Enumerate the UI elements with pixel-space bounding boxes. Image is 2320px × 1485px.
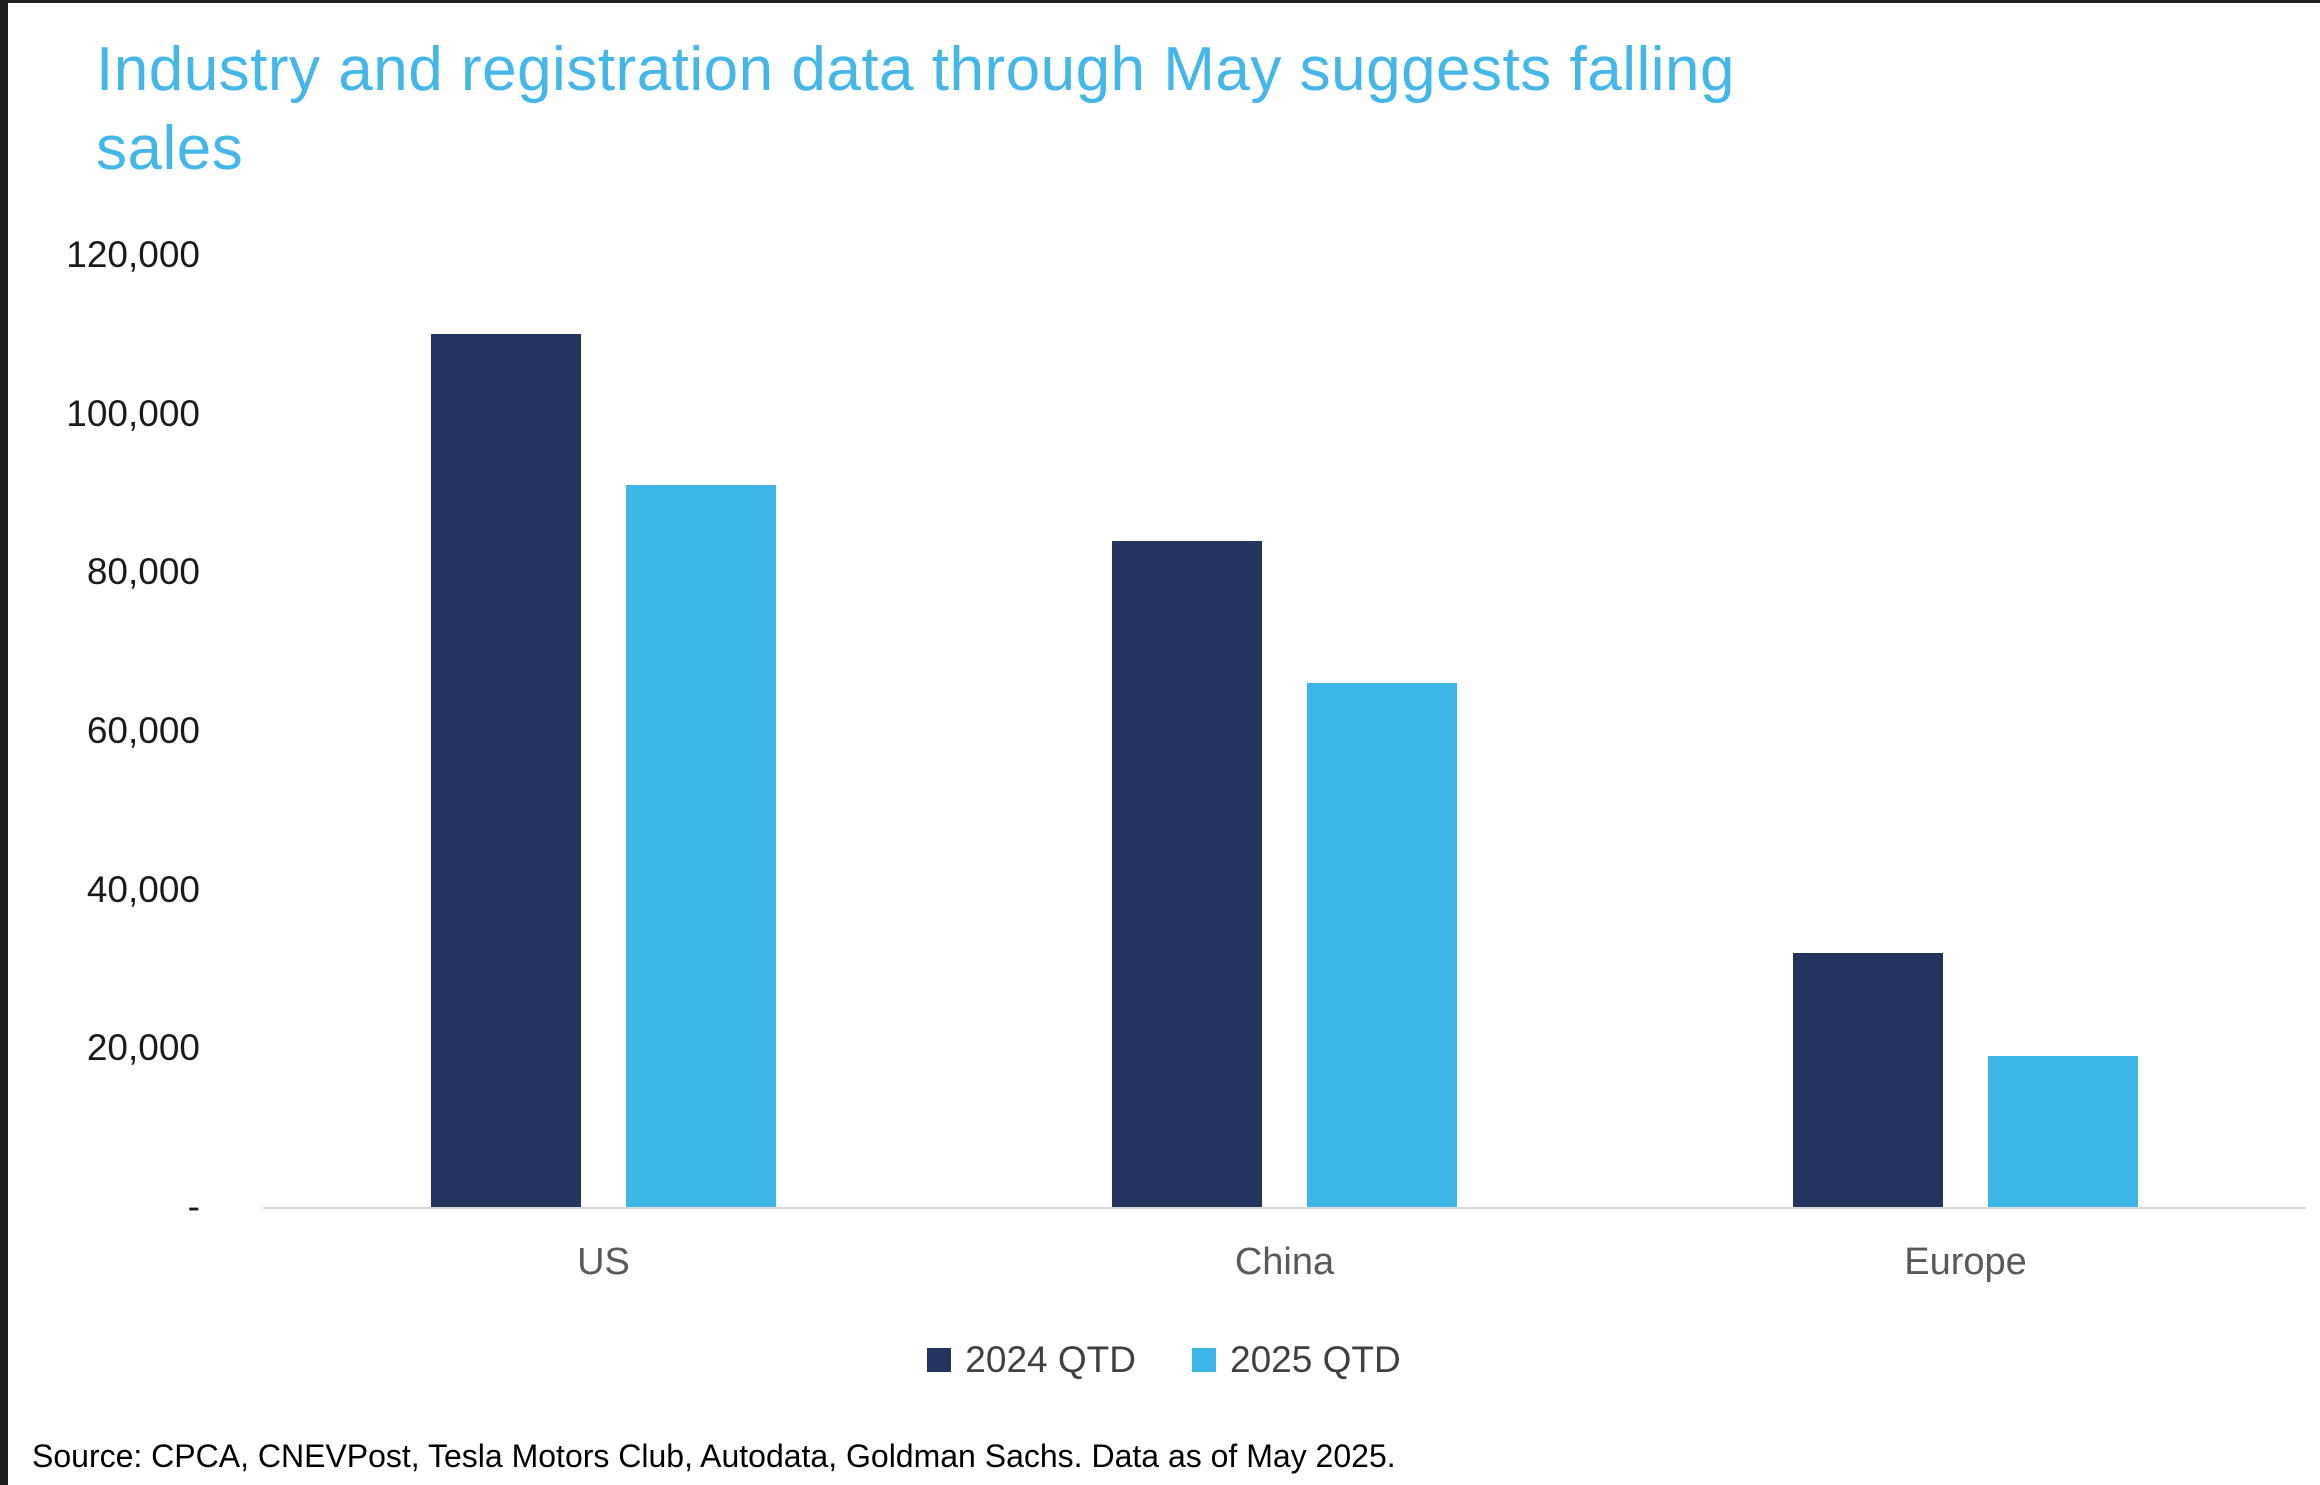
- bar-2024-qtd-china: [1112, 540, 1262, 1207]
- category-group-us: [263, 255, 944, 1207]
- legend-item-2025-qtd: 2025 QTD: [1192, 1339, 1401, 1381]
- y-axis: - 20,000 40,000 60,000 80,000 100,000 120,000: [8, 234, 200, 1227]
- legend-item-2024-qtd: 2024 QTD: [927, 1339, 1136, 1381]
- chart-title: Industry and registration data through M…: [96, 35, 1735, 183]
- source-note: Source: CPCA, CNEVPost, Tesla Motors Clu…: [32, 1438, 1396, 1474]
- y-tick-120,000: 120,000: [66, 234, 200, 275]
- y-tick-40,000: 40,000: [86, 868, 200, 910]
- bar-2024-qtd-europe: [1793, 953, 1943, 1207]
- bar-2024-qtd-us: [431, 334, 581, 1207]
- category-group-china: [944, 255, 1625, 1207]
- y-tick-100,000: 100,000: [66, 392, 200, 434]
- bar-2025-qtd-us: [626, 485, 776, 1207]
- y-tick-20,000: 20,000: [86, 1027, 200, 1069]
- legend-swatch-2024-qtd: [927, 1348, 952, 1372]
- legend-swatch-2025-qtd: [1192, 1348, 1216, 1372]
- legend: 2024 QTD 2025 QTD: [8, 1339, 2320, 1381]
- legend-label-2024-qtd: 2024 QTD: [965, 1339, 1136, 1380]
- bar-2025-qtd-china: [1307, 683, 1457, 1207]
- x-label-us: US: [577, 1241, 630, 1283]
- y-tick--: -: [187, 1186, 200, 1227]
- x-label-europe: Europe: [1904, 1241, 2027, 1283]
- x-axis-labels: US China Europe: [263, 1241, 2306, 1284]
- y-tick-60,000: 60,000: [86, 710, 200, 751]
- plot-area: [263, 255, 2306, 1209]
- legend-label-2025-qtd: 2025 QTD: [1230, 1339, 1401, 1380]
- category-group-europe: [1625, 255, 2306, 1207]
- bar-2025-qtd-europe: [1988, 1056, 2138, 1207]
- y-tick-80,000: 80,000: [86, 551, 200, 593]
- x-label-china: China: [1234, 1241, 1335, 1283]
